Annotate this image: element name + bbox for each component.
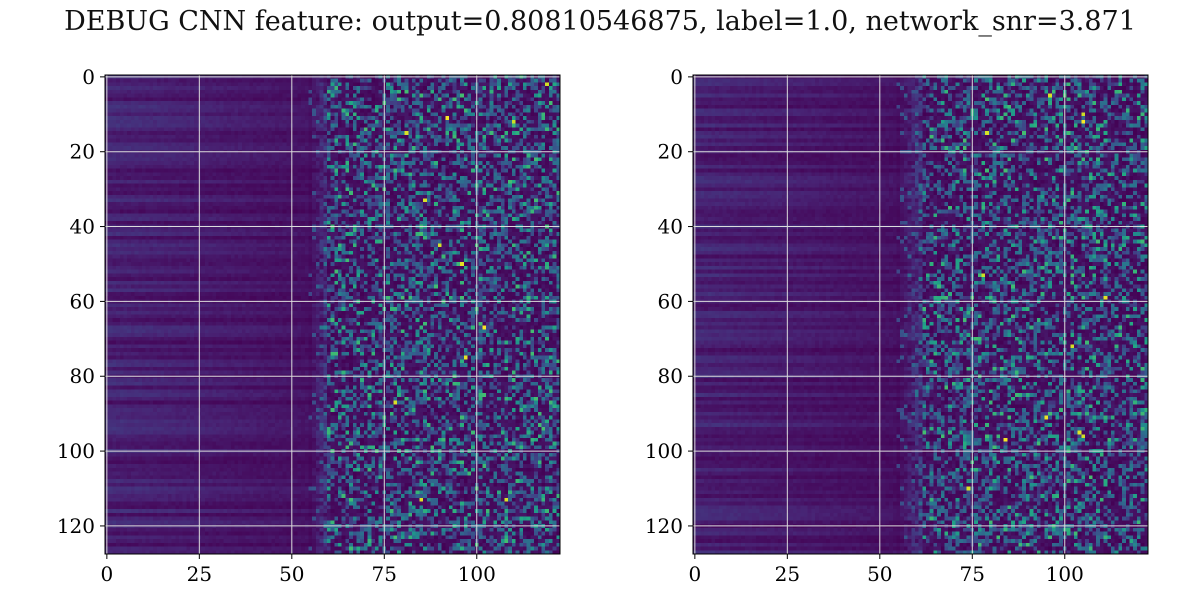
heatmap-image bbox=[105, 75, 560, 554]
y-tick-label: 60 bbox=[658, 289, 683, 313]
x-tick-label: 75 bbox=[960, 562, 985, 586]
x-tick-label: 25 bbox=[187, 562, 212, 586]
x-tick-label: 0 bbox=[100, 562, 113, 586]
y-tick-label: 80 bbox=[658, 364, 683, 388]
y-tick-label: 20 bbox=[70, 140, 95, 164]
y-tick-label: 100 bbox=[57, 439, 95, 463]
y-tick-label: 120 bbox=[645, 514, 683, 538]
y-tick-label: 0 bbox=[670, 65, 683, 89]
y-tick-label: 120 bbox=[57, 514, 95, 538]
axes-1: 0 25 50 75 100 0 20 40 60 80 100 120 bbox=[57, 65, 561, 586]
x-tick-label: 75 bbox=[372, 562, 397, 586]
y-tick-label: 20 bbox=[658, 140, 683, 164]
x-tick-label: 0 bbox=[688, 562, 701, 586]
y-tick-label: 60 bbox=[70, 289, 95, 313]
figure-title: DEBUG CNN feature: output=0.80810546875,… bbox=[64, 6, 1136, 37]
y-tick-label: 80 bbox=[70, 364, 95, 388]
x-tick-label: 100 bbox=[458, 562, 496, 586]
x-tick-label: 50 bbox=[867, 562, 892, 586]
axes-frame bbox=[104, 74, 561, 555]
y-tick-label: 100 bbox=[645, 439, 683, 463]
x-tick-label: 25 bbox=[775, 562, 800, 586]
x-tick-label: 100 bbox=[1046, 562, 1084, 586]
x-tick-label: 50 bbox=[279, 562, 304, 586]
y-tick-label: 40 bbox=[70, 215, 95, 239]
heatmap-image bbox=[693, 75, 1148, 554]
axes-frame bbox=[692, 74, 1149, 555]
y-tick-label: 0 bbox=[82, 65, 95, 89]
y-tick-label: 40 bbox=[658, 215, 683, 239]
axes-2: 0 25 50 75 100 0 20 40 60 80 100 120 bbox=[645, 65, 1149, 586]
